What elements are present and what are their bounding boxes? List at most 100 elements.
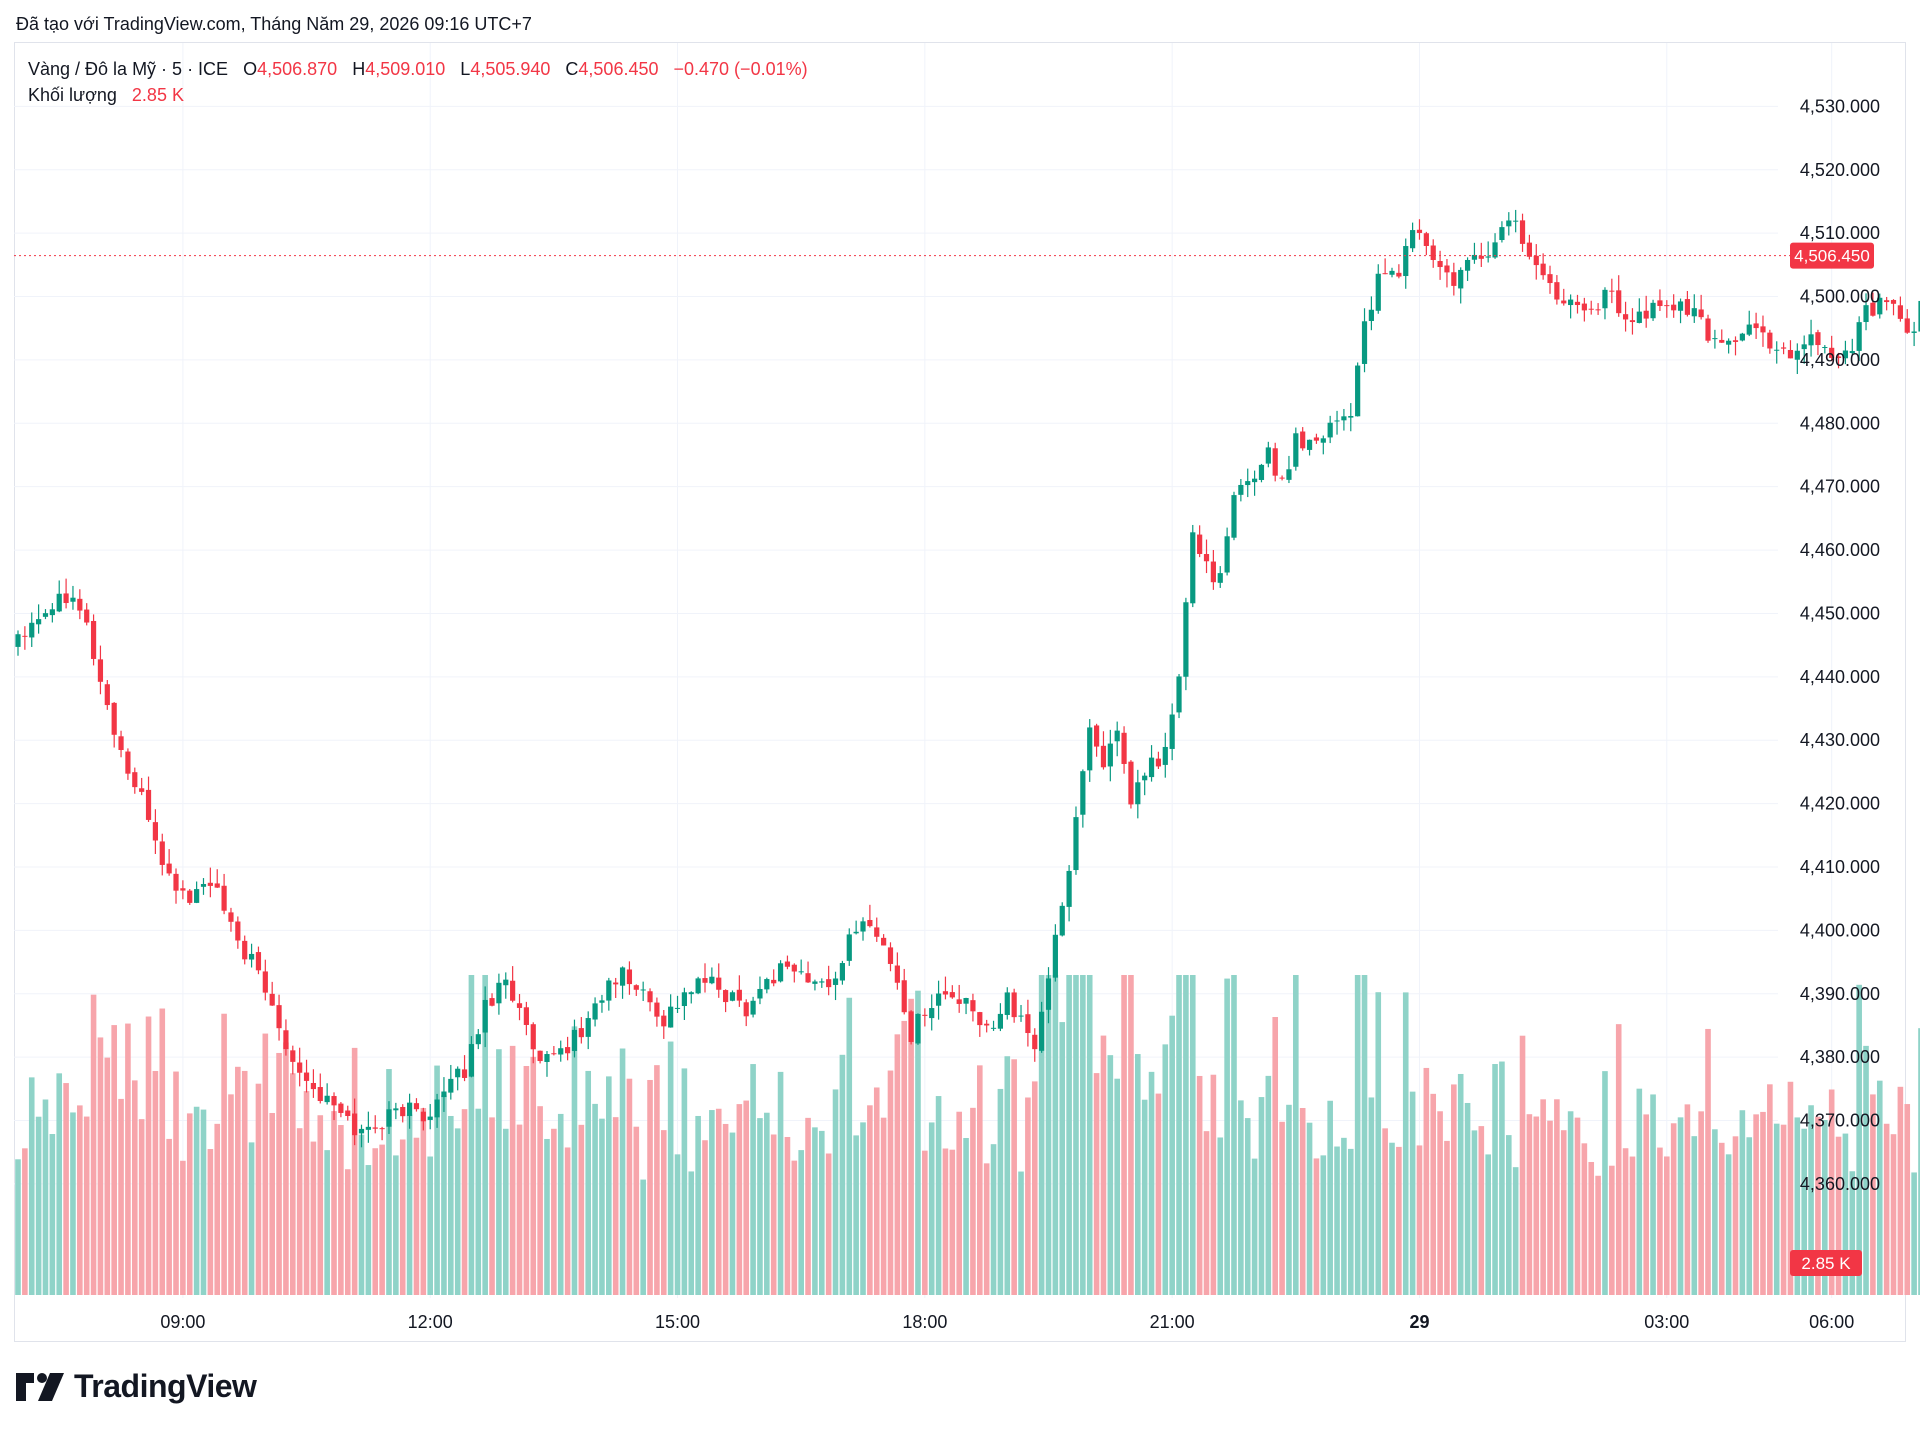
candle-body [1430, 245, 1436, 261]
volume-bar [90, 994, 97, 1295]
candle-body [84, 609, 90, 623]
candle-body [1849, 351, 1855, 353]
volume-bar [228, 1094, 234, 1295]
candle-body [338, 1103, 344, 1113]
volume-bar [1334, 1146, 1340, 1295]
candle-body [1513, 220, 1519, 222]
candle-body [523, 1007, 529, 1025]
volume-bar [1354, 975, 1361, 1295]
volume-bar [825, 1153, 832, 1295]
volume-bar [1732, 1136, 1739, 1295]
candle-body [1444, 265, 1450, 273]
volume-bar [1842, 1133, 1849, 1295]
volume-bar [1416, 1145, 1423, 1295]
volume-bar [1018, 1171, 1024, 1295]
candle-body [1595, 309, 1601, 311]
candle-body [1822, 347, 1828, 349]
volume-bar [1650, 1094, 1656, 1295]
tradingview-logo[interactable]: TradingView [16, 1368, 257, 1405]
candle-body [461, 1069, 468, 1078]
time-tick-label: 18:00 [902, 1312, 947, 1332]
volume-bar [145, 1016, 152, 1295]
candle-body [1039, 1011, 1045, 1051]
candle-body [578, 1028, 584, 1038]
candle-body [1142, 775, 1148, 781]
volume-bar [688, 1171, 695, 1295]
volume-bar [475, 1108, 482, 1295]
candle-body [1073, 817, 1079, 871]
candle-body [400, 1106, 406, 1117]
volume-bar [1897, 1086, 1904, 1295]
candle-body [262, 971, 268, 993]
candle-body [1313, 437, 1320, 441]
candle-body [516, 1003, 523, 1008]
volume-bar [138, 1119, 145, 1295]
candle-body [695, 978, 701, 994]
candle-body [1059, 905, 1065, 936]
candle-body [736, 989, 742, 1001]
candle-body [613, 982, 619, 985]
candle-body [125, 751, 131, 774]
candle-body [29, 622, 35, 638]
candle-body [702, 978, 708, 983]
candle-body [654, 1002, 660, 1017]
candle-body [1533, 255, 1539, 266]
candle-body [310, 1082, 317, 1090]
volume-bar [83, 1116, 90, 1295]
candle-body [297, 1062, 303, 1073]
volume-bar [125, 1023, 131, 1295]
volume-bar [200, 1109, 207, 1295]
candle-body [777, 963, 784, 982]
candle-body [434, 1099, 440, 1118]
candle-body [571, 1029, 578, 1051]
volume-label[interactable]: Khối lượng [28, 85, 117, 105]
volume-bar [1904, 1104, 1911, 1295]
volume-bar [1004, 1056, 1011, 1295]
volume-bar [1615, 1024, 1622, 1295]
candle-body [1890, 300, 1897, 304]
volume-bar [482, 975, 488, 1295]
candle-body [36, 619, 42, 625]
candle-body [1396, 272, 1402, 277]
volume-bar [365, 1165, 372, 1295]
volume-bar [351, 1047, 358, 1295]
volume-bar [180, 1160, 186, 1295]
volume-bar [544, 1138, 550, 1295]
candle-body [1746, 324, 1752, 335]
volume-bar [97, 1037, 104, 1295]
volume-bar [709, 1110, 715, 1295]
volume-bar [626, 1078, 633, 1295]
volume-bar [104, 1057, 111, 1295]
volume-bar [894, 1034, 901, 1295]
candle-body [1842, 350, 1849, 359]
candle-body [1183, 602, 1189, 677]
change-value: −0.470 (−0.01%) [673, 59, 808, 79]
volume-bar [489, 1117, 495, 1295]
candle-body [1210, 561, 1216, 583]
candle-body [1904, 318, 1910, 333]
candle-body [606, 980, 612, 1001]
volume-bar [990, 1144, 997, 1295]
candle-body [489, 998, 495, 1006]
volume-bar [1863, 1045, 1869, 1295]
volume-bar [1251, 1158, 1258, 1295]
volume-bar [70, 1112, 76, 1295]
volume-bar [1547, 1120, 1553, 1295]
volume-bar [331, 1111, 337, 1295]
volume-bar [1224, 978, 1230, 1295]
candle-body [1760, 326, 1766, 333]
candle-body [1870, 302, 1876, 316]
candle-body [1231, 495, 1237, 538]
volume-bar [564, 1147, 571, 1295]
candle-body [90, 620, 97, 659]
candle-body [805, 973, 811, 983]
volume-bar [1918, 1028, 1920, 1295]
volume-bar [997, 1088, 1004, 1295]
symbol-title[interactable]: Vàng / Đô la Mỹ · 5 · ICE [28, 59, 229, 79]
volume-bar [1444, 1140, 1450, 1295]
volume-bar [1581, 1143, 1588, 1295]
volume-bar [1780, 1124, 1787, 1295]
candle-body [200, 884, 207, 887]
candle-body [1093, 725, 1100, 747]
